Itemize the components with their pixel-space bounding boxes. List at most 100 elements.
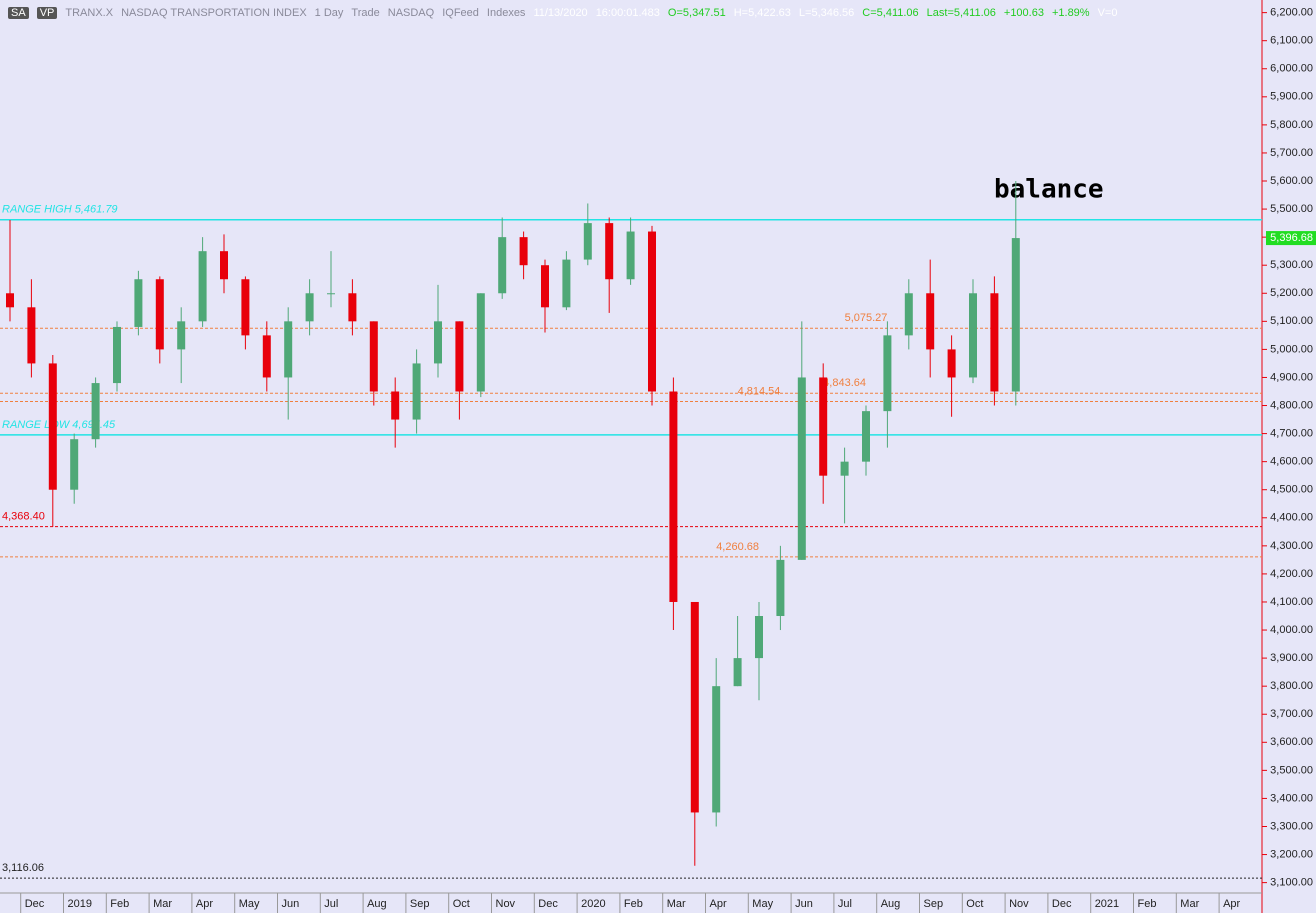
- x-tick-label: Nov: [1009, 898, 1029, 910]
- level-label: 5,075.27: [845, 312, 888, 324]
- y-tick-label: 3,800.00: [1270, 680, 1313, 692]
- level-label: RANGE LOW 4,695.45: [2, 419, 116, 431]
- candle-body: [198, 251, 207, 322]
- y-tick-label: 5,000.00: [1270, 343, 1313, 355]
- level-label: 4,843.64: [823, 377, 866, 389]
- level-label: 4,368.40: [2, 511, 45, 523]
- x-tick-label: Mar: [153, 898, 172, 910]
- toolbar-item[interactable]: +1.89%: [1051, 7, 1090, 19]
- candle-body: [690, 601, 699, 813]
- x-tick-label: May: [239, 898, 260, 910]
- y-tick-label: 3,600.00: [1270, 736, 1313, 748]
- candle-body: [819, 377, 828, 476]
- candle-body: [498, 237, 507, 294]
- level-label: 4,814.54: [738, 385, 781, 397]
- candle-body: [776, 559, 785, 617]
- candle-body: [48, 363, 57, 490]
- x-tick-label: Aug: [367, 898, 387, 910]
- x-tick-label: Jun: [795, 898, 813, 910]
- candle-body: [113, 326, 121, 384]
- annotation: balance: [994, 175, 1104, 205]
- y-tick-label: 6,100.00: [1270, 35, 1313, 47]
- candle-body: [6, 293, 14, 308]
- candle-body: [348, 293, 357, 322]
- toolbar-item[interactable]: Indexes: [486, 7, 526, 19]
- last-price-label: 5,396.68: [1270, 232, 1313, 244]
- toolbar-item[interactable]: L=5,346.56: [798, 7, 855, 19]
- toolbar-item[interactable]: C=5,411.06: [862, 7, 919, 19]
- toolbar-item[interactable]: O=5,347.51: [667, 7, 726, 19]
- candle-body: [70, 439, 79, 490]
- candle-body: [583, 223, 592, 260]
- candle-body: [562, 259, 571, 308]
- x-tick-label: Feb: [110, 898, 129, 910]
- toolbar-item[interactable]: Trade: [351, 7, 380, 19]
- candle-body: [155, 279, 164, 350]
- toolbar-item[interactable]: Last=5,411.06: [926, 7, 996, 19]
- candle-body: [669, 391, 678, 602]
- x-tick-label: 2020: [581, 898, 605, 910]
- x-tick-label: Oct: [966, 898, 983, 910]
- y-tick-label: 3,300.00: [1270, 820, 1313, 832]
- candle-body: [391, 391, 400, 420]
- candle-body: [755, 616, 763, 659]
- y-tick-label: 3,700.00: [1270, 708, 1313, 720]
- toolbar-item[interactable]: NASDAQ TRANSPORTATION INDEX: [121, 7, 307, 19]
- x-tick-label: Apr: [196, 898, 213, 910]
- toolbar-item[interactable]: IQFeed: [442, 7, 479, 19]
- candle-body: [626, 231, 635, 280]
- toolbar-item[interactable]: +100.63: [1003, 7, 1044, 19]
- candle-body: [327, 293, 335, 295]
- toolbar-item[interactable]: 11/13/2020: [533, 7, 588, 19]
- x-tick-label: Mar: [1180, 898, 1199, 910]
- x-tick-label: Sep: [410, 898, 430, 910]
- toolbar-item[interactable]: H=5,422.63: [733, 7, 791, 19]
- level-label: 3,116.06: [2, 862, 44, 874]
- toolbar-item[interactable]: TRANX.X: [65, 7, 114, 19]
- candle-body: [904, 293, 913, 336]
- y-tick-label: 5,700.00: [1270, 147, 1313, 159]
- candle-body: [862, 411, 870, 462]
- candle-body: [541, 265, 549, 308]
- y-tick-label: 6,200.00: [1270, 7, 1313, 19]
- x-tick-label: Apr: [710, 898, 727, 910]
- axis-panel: [1262, 0, 1316, 913]
- toolbar-item[interactable]: SA: [8, 7, 29, 19]
- candle-body: [605, 223, 614, 280]
- x-tick-label: Jul: [838, 898, 852, 910]
- x-tick-label: Aug: [881, 898, 901, 910]
- toolbar-item[interactable]: VP: [36, 7, 58, 19]
- level-label: RANGE HIGH 5,461.79: [2, 204, 118, 216]
- last-price-tag: [1266, 231, 1316, 246]
- toolbar-item[interactable]: V=0: [1097, 7, 1118, 19]
- x-tick-label: Dec: [538, 898, 558, 910]
- y-tick-label: 5,800.00: [1270, 119, 1313, 131]
- candle-body: [220, 251, 228, 280]
- y-tick-label: 4,000.00: [1270, 624, 1313, 636]
- y-tick-label: 5,100.00: [1270, 315, 1313, 327]
- x-tick-label: Feb: [1138, 898, 1157, 910]
- y-tick-label: 4,800.00: [1270, 399, 1313, 411]
- y-tick-label: 5,600.00: [1270, 175, 1313, 187]
- candle-body: [91, 383, 100, 440]
- y-tick-label: 5,500.00: [1270, 203, 1313, 215]
- x-tick-label: Feb: [624, 898, 643, 910]
- candle-body: [969, 293, 977, 378]
- candle-body: [840, 461, 849, 476]
- candle-body: [284, 321, 293, 378]
- candle-body: [797, 377, 806, 560]
- toolbar-item[interactable]: 1 Day: [314, 7, 344, 19]
- toolbar-item[interactable]: NASDAQ: [387, 7, 435, 19]
- candle-body: [241, 279, 250, 336]
- candle-body: [27, 307, 36, 364]
- candle-body: [455, 321, 464, 392]
- y-tick-label: 4,200.00: [1270, 568, 1313, 580]
- x-tick-label: Sep: [924, 898, 944, 910]
- y-tick-label: 3,400.00: [1270, 792, 1313, 804]
- toolbar-item[interactable]: 16:00:01.483: [595, 7, 660, 19]
- y-tick-label: 5,200.00: [1270, 287, 1313, 299]
- y-tick-label: 4,500.00: [1270, 484, 1313, 496]
- candle-body: [134, 279, 143, 327]
